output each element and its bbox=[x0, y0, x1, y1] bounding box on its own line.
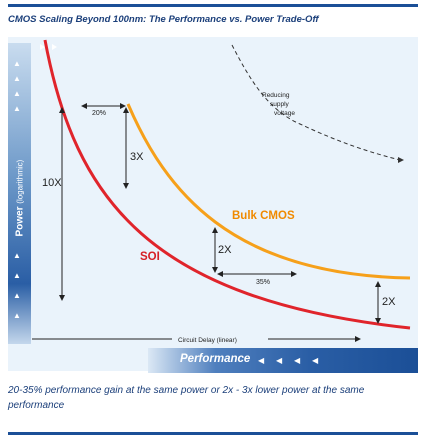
performance-label: Performance bbox=[180, 353, 251, 365]
up-arrow-icon: ▲ bbox=[13, 104, 21, 113]
performance-bar bbox=[148, 348, 418, 373]
up-arrow-icon: ▲ bbox=[13, 271, 21, 280]
up-arrow-icon: ▲ bbox=[13, 74, 21, 83]
reducing-voltage-curve bbox=[231, 44, 401, 161]
up-arrow-icon: ▲ bbox=[13, 59, 21, 68]
up-arrow-icon: ▲ bbox=[13, 291, 21, 300]
three-x-label: 3X bbox=[130, 151, 144, 163]
two-x-right-label: 2X bbox=[382, 296, 396, 308]
reducing-label-3: voltage bbox=[274, 110, 295, 117]
pct-top-label: 20% bbox=[92, 110, 106, 117]
left-arrow-icon: ◀ bbox=[258, 356, 265, 365]
caption: 20-35% performance gain at the same powe… bbox=[8, 385, 365, 411]
up-arrow-icon: ▲ bbox=[13, 311, 21, 320]
left-arrow-icon: ◀ bbox=[276, 356, 283, 365]
two-x-mid-label: 2X bbox=[218, 244, 232, 256]
pct-mid-label: 35% bbox=[256, 279, 270, 286]
bulk-cmos-curve bbox=[126, 103, 411, 280]
reducing-label-1: Reducing bbox=[262, 92, 290, 99]
up-arrow-icon: ▲ bbox=[13, 251, 21, 260]
right-arrow-icon bbox=[398, 157, 404, 163]
reducing-label-2: supply bbox=[270, 101, 290, 108]
circuit-delay-label: Circuit Delay (linear) bbox=[178, 337, 237, 344]
ten-x-label: 10X bbox=[42, 177, 62, 189]
bottom-rule bbox=[8, 432, 418, 435]
power-axis-bar bbox=[8, 43, 31, 344]
soi-curve bbox=[43, 39, 411, 330]
soi-label: SOI bbox=[140, 251, 160, 263]
diagram-panel bbox=[8, 37, 418, 371]
bulk-cmos-label: Bulk CMOS bbox=[232, 210, 295, 222]
page-title: CMOS Scaling Beyond 100nm: The Performan… bbox=[8, 14, 319, 25]
top-rule bbox=[8, 4, 418, 7]
left-arrow-icon: ◀ bbox=[312, 356, 319, 365]
left-arrow-icon: ◀ bbox=[294, 356, 301, 365]
up-arrow-icon: ▲ bbox=[13, 89, 21, 98]
